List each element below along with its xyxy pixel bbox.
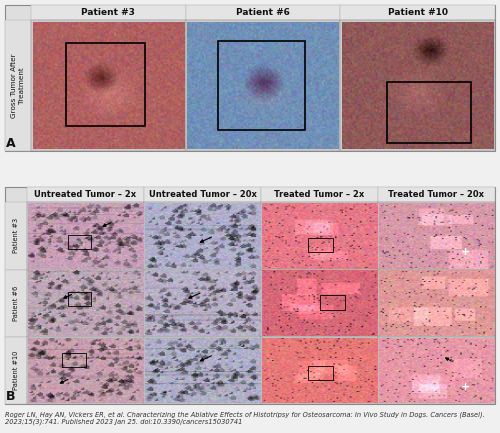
Bar: [68, 235, 92, 249]
Bar: [388, 81, 471, 143]
Bar: [144, 337, 261, 404]
Bar: [27, 187, 144, 202]
Bar: [5, 187, 495, 404]
Text: Patient #3: Patient #3: [82, 8, 136, 17]
Text: +: +: [460, 247, 470, 257]
Bar: [144, 187, 261, 202]
Bar: [62, 352, 86, 367]
Bar: [378, 202, 495, 269]
Text: Untreated Tumor – 20x: Untreated Tumor – 20x: [148, 190, 256, 199]
Text: Patient #10: Patient #10: [388, 8, 448, 17]
Bar: [5, 337, 27, 404]
Text: Roger LN, Hay AN, Vickers ER, et al. Characterizing the Ablative Effects of Hist: Roger LN, Hay AN, Vickers ER, et al. Cha…: [5, 411, 485, 425]
Bar: [378, 187, 495, 202]
Bar: [68, 292, 92, 307]
Text: Treated Tumor – 20x: Treated Tumor – 20x: [388, 190, 484, 199]
Bar: [66, 43, 144, 126]
Bar: [261, 337, 378, 404]
Bar: [378, 337, 495, 404]
Bar: [261, 202, 378, 269]
Text: B: B: [6, 390, 16, 403]
Bar: [378, 269, 495, 337]
Text: Patient #3: Patient #3: [13, 218, 19, 253]
Bar: [5, 20, 31, 151]
Text: +: +: [460, 382, 470, 392]
Bar: [308, 238, 334, 252]
Text: Patient #6: Patient #6: [13, 285, 19, 321]
Bar: [320, 295, 345, 310]
Bar: [186, 20, 340, 151]
Bar: [27, 202, 144, 269]
Bar: [31, 5, 186, 20]
Bar: [5, 5, 495, 151]
Text: Untreated Tumor – 2x: Untreated Tumor – 2x: [34, 190, 136, 199]
Bar: [5, 202, 27, 269]
Bar: [186, 5, 340, 20]
Text: Gross Tumor After
Treatment: Gross Tumor After Treatment: [12, 53, 24, 118]
Bar: [5, 269, 27, 337]
Bar: [261, 269, 378, 337]
Bar: [218, 41, 306, 130]
Bar: [308, 366, 334, 380]
Bar: [261, 187, 378, 202]
Text: Patient #6: Patient #6: [236, 8, 290, 17]
Text: A: A: [6, 137, 16, 150]
Text: Patient #10: Patient #10: [13, 351, 19, 390]
Bar: [340, 5, 495, 20]
Bar: [31, 20, 186, 151]
Bar: [144, 269, 261, 337]
Bar: [27, 269, 144, 337]
Bar: [340, 20, 495, 151]
Bar: [27, 337, 144, 404]
Text: Treated Tumor – 2x: Treated Tumor – 2x: [274, 190, 364, 199]
Bar: [144, 202, 261, 269]
